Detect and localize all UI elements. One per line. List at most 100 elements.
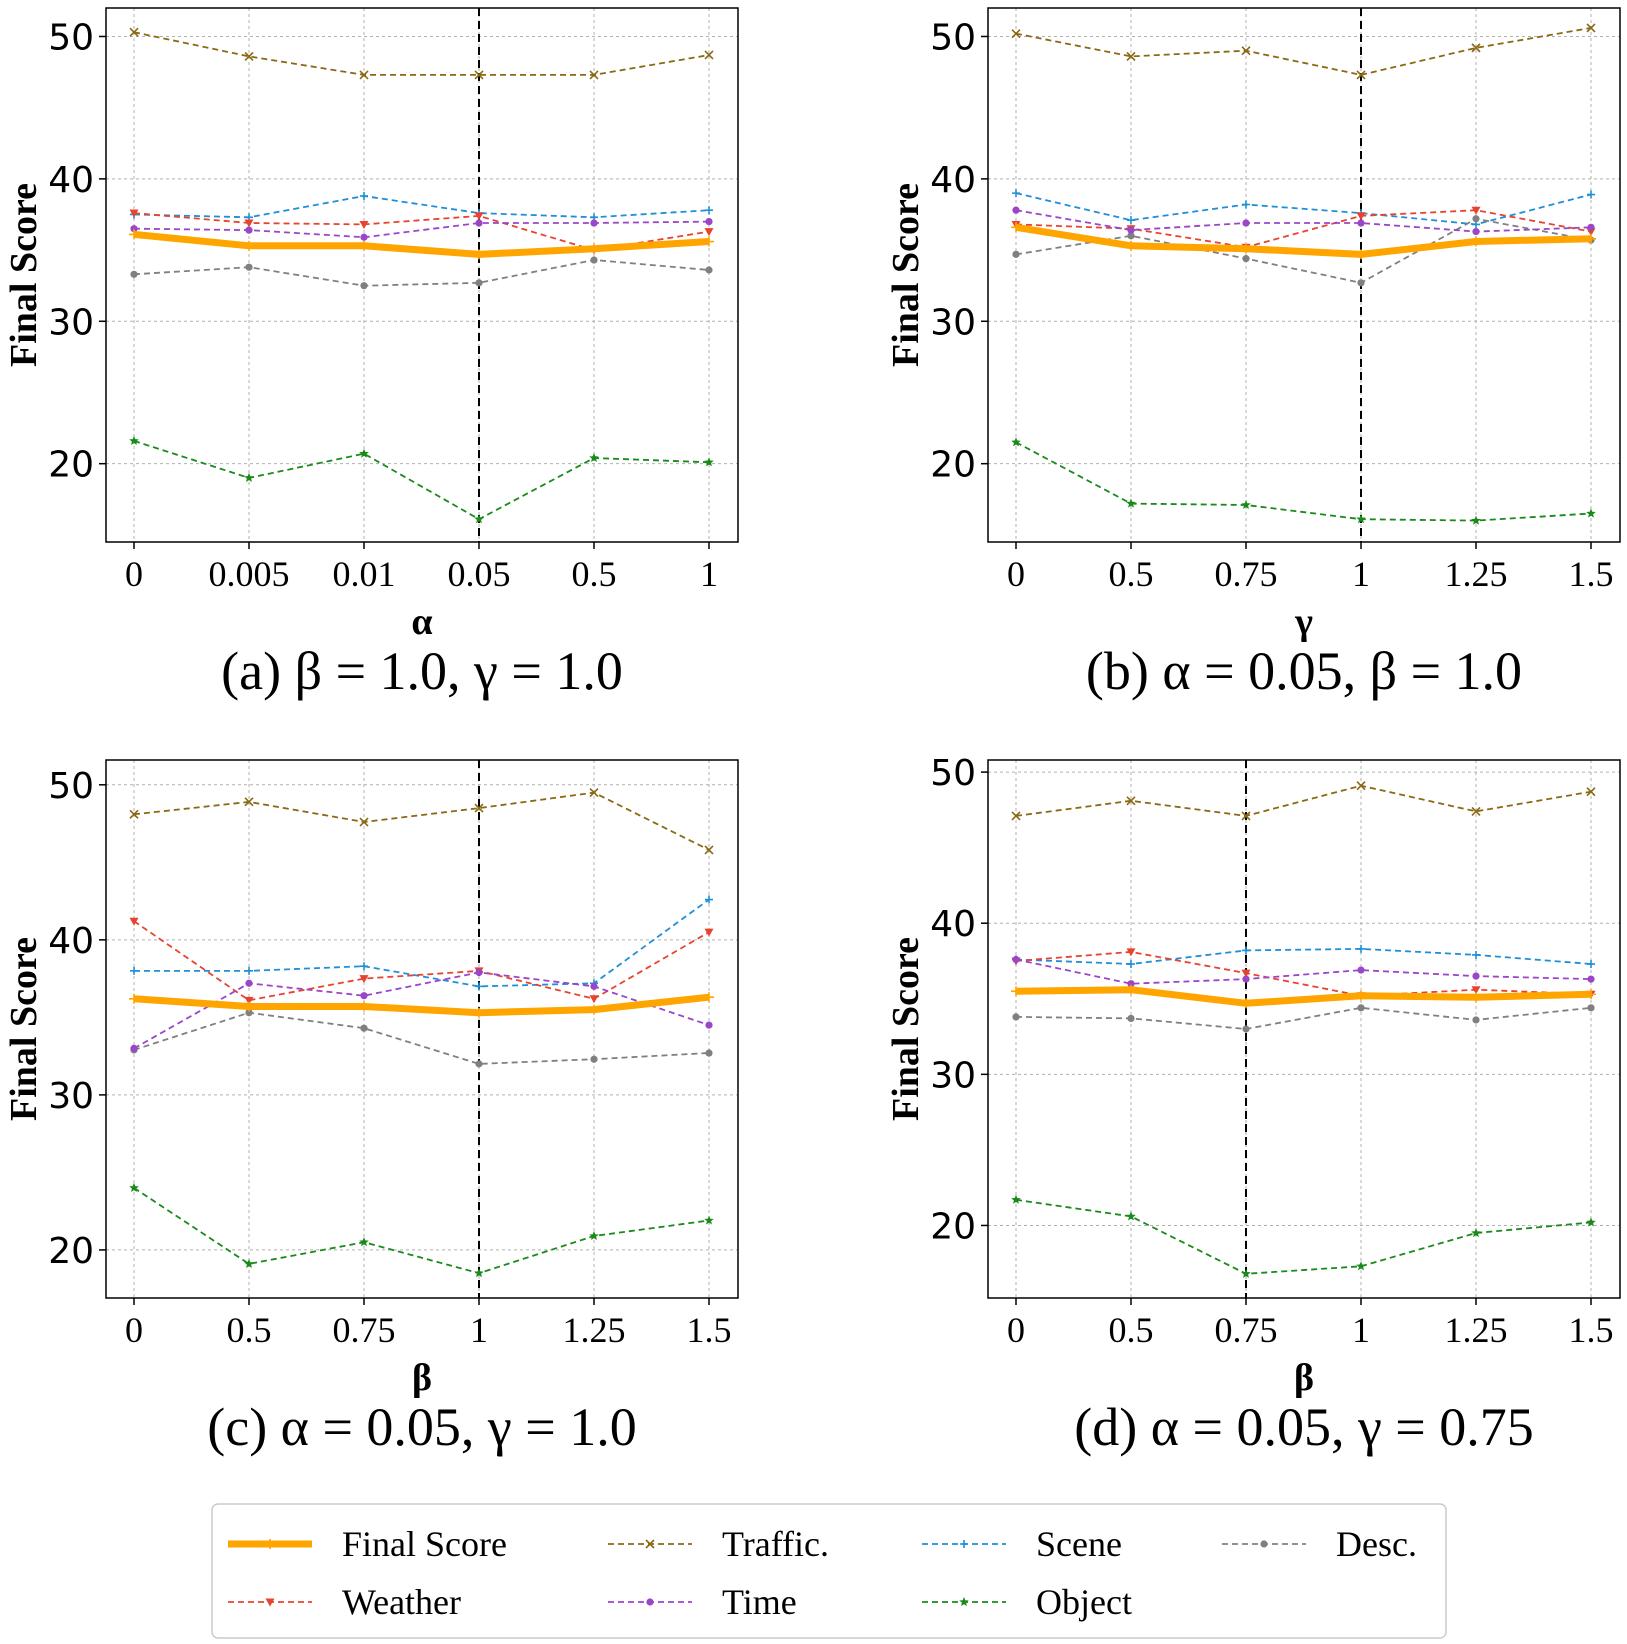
marker — [1126, 948, 1136, 957]
y-tick-label: 30 — [48, 302, 94, 343]
series-line — [133, 971, 710, 1050]
y-tick-label: 40 — [48, 160, 94, 201]
series-line — [1015, 948, 1592, 965]
series-line — [1015, 441, 1592, 522]
legend-item-traffic: Traffic. — [608, 1524, 829, 1564]
marker — [130, 966, 138, 975]
marker — [1127, 1014, 1135, 1023]
series-line — [1015, 986, 1592, 1007]
legend-label: Traffic. — [722, 1524, 829, 1564]
legend-item-weather: Weather — [228, 1582, 461, 1622]
marker — [1242, 946, 1250, 955]
marker — [359, 817, 369, 827]
x-tick-label: 0.5 — [227, 1310, 272, 1350]
marker — [589, 452, 599, 463]
series-time — [130, 218, 713, 241]
marker — [1471, 806, 1481, 816]
marker — [1012, 189, 1020, 198]
marker — [265, 1598, 275, 1607]
marker — [359, 240, 369, 251]
series-line — [133, 993, 710, 1017]
marker — [1472, 215, 1480, 223]
series-line — [133, 259, 710, 287]
marker — [646, 1598, 654, 1606]
legend-label: Scene — [1036, 1524, 1122, 1564]
series-object — [1011, 1194, 1596, 1278]
marker — [1012, 250, 1020, 258]
series-time — [130, 968, 713, 1052]
marker — [1242, 219, 1250, 227]
axes-frame — [987, 7, 1621, 543]
marker — [1260, 1540, 1268, 1548]
x-tick-label: 0 — [125, 1310, 143, 1350]
y-tick-label: 20 — [930, 445, 976, 486]
marker — [704, 236, 714, 247]
marker — [1471, 515, 1481, 525]
marker — [359, 448, 369, 458]
x-tick-label: 0.5 — [572, 554, 617, 594]
marker — [129, 993, 139, 1004]
series-line — [133, 920, 710, 1002]
marker — [1471, 206, 1481, 215]
marker — [1127, 216, 1135, 225]
marker — [1471, 986, 1481, 995]
marker — [129, 229, 139, 240]
marker — [244, 240, 254, 251]
marker — [1126, 498, 1136, 508]
x-tick-label: 0 — [1007, 1310, 1025, 1350]
series-desc — [130, 256, 713, 290]
series-line — [1015, 209, 1592, 249]
x-tick-label: 1 — [1352, 1310, 1370, 1350]
series-line — [133, 1011, 710, 1065]
marker — [129, 27, 139, 37]
y-tick-label: 50 — [48, 17, 94, 58]
marker — [1472, 227, 1480, 236]
marker — [1587, 190, 1595, 199]
x-tick-label: 0 — [125, 554, 143, 594]
marker — [1586, 508, 1596, 518]
marker — [959, 1597, 969, 1607]
marker — [1241, 1268, 1251, 1278]
series-object — [1011, 437, 1596, 525]
marker — [705, 218, 713, 226]
y-tick-label: 20 — [930, 1206, 976, 1247]
legend-label: Weather — [342, 1582, 461, 1622]
series-line — [1015, 192, 1592, 226]
marker — [1127, 960, 1135, 969]
marker — [1471, 1228, 1481, 1238]
marker — [589, 787, 599, 798]
y-tick-label: 50 — [48, 766, 94, 807]
x-tick-label: 0.75 — [333, 1310, 396, 1350]
series-line — [1015, 209, 1592, 233]
marker — [1356, 990, 1366, 1001]
series-final-score — [1011, 222, 1596, 260]
y-tick-label: 50 — [930, 17, 976, 58]
marker — [1127, 232, 1135, 240]
marker — [244, 797, 254, 807]
marker — [589, 1230, 599, 1241]
marker — [1471, 43, 1481, 53]
marker — [590, 982, 598, 990]
marker — [475, 219, 483, 227]
axes-frame — [105, 7, 739, 543]
marker — [1586, 233, 1596, 244]
marker — [1586, 23, 1596, 33]
marker — [705, 266, 713, 274]
marker — [1011, 986, 1021, 997]
marker — [1241, 243, 1251, 254]
series-desc — [130, 1009, 713, 1068]
marker — [1587, 960, 1595, 969]
chart-panel-d: 20 30 40 50 0 0.5 0.75 1 1.25 1.5 β Final Score (d) … — [885, 753, 1621, 1457]
series-final-score — [129, 992, 714, 1018]
x-axis-label: β — [1294, 1357, 1314, 1399]
marker — [474, 212, 484, 221]
marker — [704, 457, 714, 467]
marker — [360, 233, 368, 241]
marker — [1242, 1025, 1250, 1033]
marker — [475, 982, 483, 991]
x-tick-label: 1.25 — [1445, 554, 1508, 594]
series-line — [133, 220, 710, 239]
series-line — [1015, 1006, 1592, 1030]
x-tick-label: 1 — [700, 554, 718, 594]
marker — [1241, 499, 1251, 510]
